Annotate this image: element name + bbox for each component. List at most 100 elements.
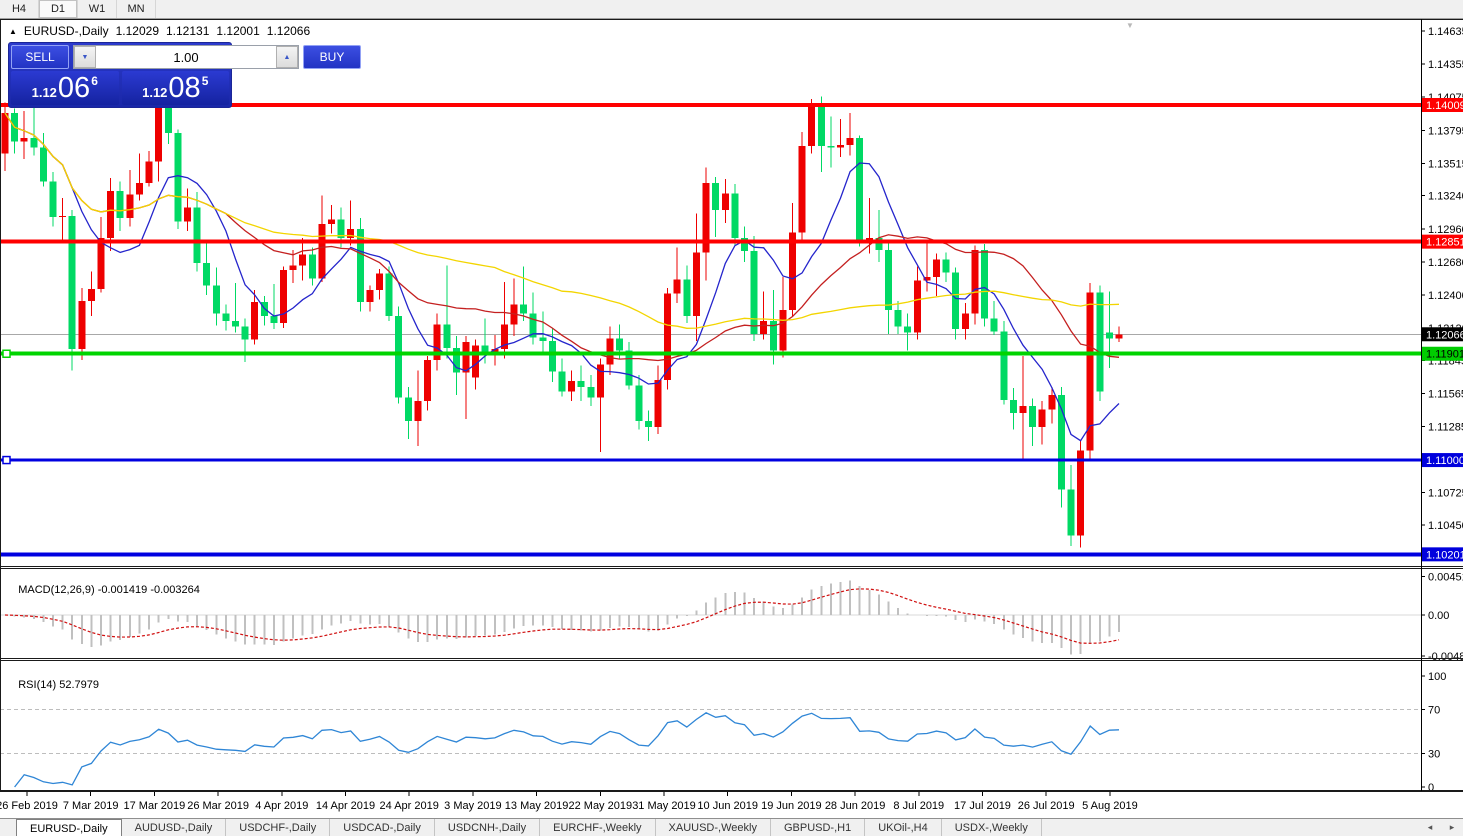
quote-high: 1.12131 (166, 24, 210, 38)
svg-text:1.11000: 1.11000 (1426, 455, 1463, 467)
volume-decrease-button[interactable]: ▼ (74, 46, 96, 68)
moving-average-52 (4, 112, 1120, 329)
buy-button[interactable]: BUY (303, 45, 361, 69)
timeframe-button-d1[interactable]: D1 (39, 0, 78, 18)
timeframe-button-h4[interactable]: H4 (0, 0, 39, 18)
svg-text:8 Jul 2019: 8 Jul 2019 (893, 800, 944, 812)
chart-tab-xauusd-weekly[interactable]: XAUUSD-,Weekly (656, 819, 771, 836)
macd-name: MACD(12,26,9) (18, 584, 95, 596)
buy-price-big: 08 (168, 72, 201, 104)
svg-text:14 Apr 2019: 14 Apr 2019 (316, 800, 375, 812)
rsi-name: RSI(14) (18, 679, 57, 691)
svg-text:1.10201: 1.10201 (1426, 549, 1463, 561)
tab-scroll-right-icon[interactable]: ▸ (1449, 822, 1455, 832)
moving-average-24 (4, 112, 1120, 362)
svg-text:1.13515: 1.13515 (1428, 158, 1463, 170)
chart-tab-ukoil-h4[interactable]: UKOil-,H4 (865, 819, 942, 836)
svg-text:28 Jun 2019: 28 Jun 2019 (825, 800, 886, 812)
price-badge-1.11000 (1422, 453, 1463, 468)
chart-tab-usdx-weekly[interactable]: USDX-,Weekly (942, 819, 1042, 836)
chart-collapse-icon[interactable]: ▲ (9, 26, 17, 36)
svg-text:0: 0 (1428, 782, 1434, 794)
svg-text:10 Jun 2019: 10 Jun 2019 (697, 800, 758, 812)
one-click-trading-panel: SELL ▼ ▲ BUY 1.12 06 6 1.12 08 5 (8, 42, 361, 108)
rsi-line (14, 712, 1120, 788)
svg-text:26 Jul 2019: 26 Jul 2019 (1018, 800, 1075, 812)
price-axis[interactable]: 1.146351.143551.140751.137951.135151.132… (1421, 26, 1463, 794)
tab-scroll-left-icon[interactable]: ◂ (1427, 822, 1433, 832)
macd-indicator-label: MACD(12,26,9) -0.001419 -0.003264 (6, 572, 200, 608)
quote-open: 1.12029 (115, 24, 159, 38)
svg-text:13 May 2019: 13 May 2019 (505, 800, 569, 812)
buy-price-base: 1.12 (142, 85, 168, 100)
svg-text:17 Mar 2019: 17 Mar 2019 (124, 800, 186, 812)
svg-text:70: 70 (1428, 704, 1440, 716)
rsi-indicator-label: RSI(14) 52.7979 (6, 667, 99, 703)
svg-text:-0.004806: -0.004806 (1428, 651, 1463, 663)
chart-tab-eurchf-weekly[interactable]: EURCHF-,Weekly (540, 819, 656, 836)
svg-text:1.12680: 1.12680 (1428, 257, 1463, 269)
timeframe-button-mn[interactable]: MN (117, 0, 156, 18)
svg-text:1.10725: 1.10725 (1428, 488, 1463, 500)
timeframe-button-w1[interactable]: W1 (78, 0, 117, 18)
chart-tab-usdchf-daily[interactable]: USDCHF-,Daily (226, 819, 331, 836)
svg-text:1.14635: 1.14635 (1428, 26, 1463, 38)
price-badge-1.12066 (1422, 327, 1463, 342)
volume-input[interactable] (96, 46, 276, 68)
candlestick-series (1, 94, 1123, 548)
svg-text:31 May 2019: 31 May 2019 (632, 800, 696, 812)
sell-button[interactable]: SELL (11, 45, 69, 69)
sell-price-base: 1.12 (31, 85, 57, 100)
svg-text:26 Mar 2019: 26 Mar 2019 (187, 800, 249, 812)
chart-title: ▲ EURUSD-,Daily 1.12029 1.12131 1.12001 … (9, 24, 310, 38)
chart-tab-usdcnh-daily[interactable]: USDCNH-,Daily (435, 819, 541, 836)
quote-low: 1.12001 (216, 24, 260, 38)
price-badge-1.10201 (1422, 547, 1463, 562)
date-axis[interactable]: 26 Feb 2019 7 Mar 2019 17 Mar 2019 26 Mar 2… (0, 792, 1138, 812)
buy-price-tile[interactable]: 1.12 08 5 (121, 71, 229, 105)
volume-stepper: ▼ ▲ (73, 45, 299, 69)
sell-price-tile[interactable]: 1.12 06 6 (11, 71, 119, 105)
moving-average-8 (4, 112, 1120, 442)
price-badge-1.12851 (1422, 234, 1463, 249)
svg-text:1.12960: 1.12960 (1428, 224, 1463, 236)
svg-text:1.11565: 1.11565 (1428, 388, 1463, 400)
svg-text:0.00: 0.00 (1428, 610, 1449, 622)
main-price-pane[interactable] (0, 94, 1421, 557)
buy-price-sup: 5 (201, 74, 209, 88)
svg-text:19 Jun 2019: 19 Jun 2019 (761, 800, 822, 812)
hline-handle (2, 349, 11, 358)
stepper-down-icon: ▼ (81, 53, 89, 61)
svg-text:1.12400: 1.12400 (1428, 290, 1463, 302)
svg-text:1.13240: 1.13240 (1428, 191, 1463, 203)
svg-text:1.11901: 1.11901 (1426, 349, 1463, 361)
macd-pane[interactable] (0, 580, 1421, 655)
chart-tab-usdcad-daily[interactable]: USDCAD-,Daily (330, 819, 435, 836)
volume-increase-button[interactable]: ▲ (276, 46, 298, 68)
svg-text:1.14009: 1.14009 (1426, 100, 1463, 112)
sell-price-big: 06 (57, 72, 91, 104)
tab-bar-spacer (1042, 819, 1419, 836)
rsi-pane[interactable] (0, 708, 1421, 788)
chart-tab-eurusd-daily[interactable]: EURUSD-,Daily (16, 819, 122, 836)
svg-text:1.13795: 1.13795 (1428, 125, 1463, 137)
svg-text:100: 100 (1428, 671, 1446, 683)
chart-tab-audusd-daily[interactable]: AUDUSD-,Daily (122, 819, 227, 836)
price-badge-1.14009 (1422, 98, 1463, 112)
svg-text:5 Aug 2019: 5 Aug 2019 (1082, 800, 1138, 812)
quote-close: 1.12066 (266, 24, 311, 38)
svg-text:0.004517: 0.004517 (1428, 572, 1463, 584)
svg-text:26 Feb 2019: 26 Feb 2019 (0, 800, 58, 812)
chart-tab-gbpusd-h1[interactable]: GBPUSD-,H1 (771, 819, 866, 836)
rsi-value: 52.7979 (59, 679, 99, 691)
svg-text:1.14355: 1.14355 (1428, 59, 1463, 71)
svg-text:30: 30 (1428, 749, 1440, 761)
hline-handle (2, 455, 11, 465)
one-click-panel-collapse-icon[interactable]: ▼ (1126, 21, 1134, 30)
svg-text:17 Jul 2019: 17 Jul 2019 (954, 800, 1011, 812)
svg-text:1.11285: 1.11285 (1428, 421, 1463, 433)
chart-tab-bar: EURUSD-,Daily AUDUSD-,Daily USDCHF-,Daily U… (0, 818, 1463, 836)
